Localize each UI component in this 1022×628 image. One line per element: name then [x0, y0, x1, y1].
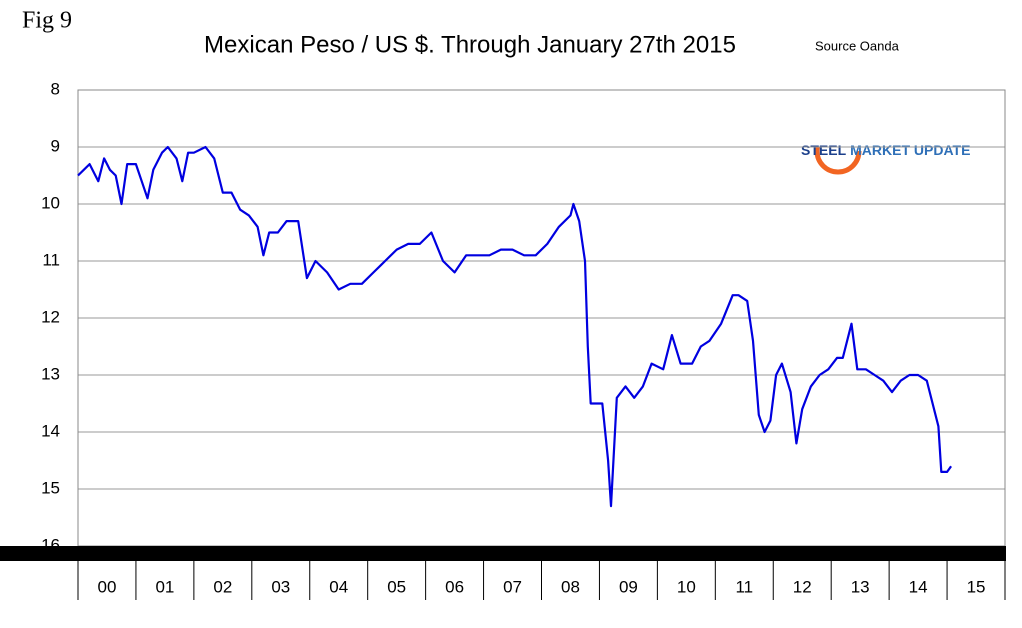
- x-tick-label: 10: [677, 577, 696, 596]
- y-tick-label: 15: [41, 478, 60, 497]
- x-tick-label: 13: [851, 577, 870, 596]
- price-line: [77, 145, 953, 508]
- x-tick-label: 14: [909, 577, 928, 596]
- x-tick-label: 15: [967, 577, 986, 596]
- y-tick-label: 12: [41, 307, 60, 326]
- x-tick-label: 06: [445, 577, 464, 596]
- logo-first: STEEL: [801, 142, 847, 158]
- x-tick-label: 01: [155, 577, 174, 596]
- logo: STEEL MARKET UPDATE: [801, 127, 970, 175]
- x-tick-label: 12: [793, 577, 812, 596]
- figure-label: Fig 9: [22, 8, 72, 34]
- x-tick-label: 02: [213, 577, 232, 596]
- x-tick-label: 04: [329, 577, 348, 596]
- x-tick-label: 08: [561, 577, 580, 596]
- source-note: Source Oanda: [815, 38, 900, 53]
- y-tick-label: 10: [41, 193, 60, 212]
- x-tick-label: 03: [271, 577, 290, 596]
- y-tick-label: 14: [41, 421, 60, 440]
- y-tick-label: 11: [42, 250, 60, 269]
- chart-title: Mexican Peso / US $. Through January 27t…: [204, 31, 736, 58]
- logo-rest: MARKET UPDATE: [850, 142, 970, 158]
- y-tick-label: 13: [41, 364, 60, 383]
- x-tick-label: 07: [503, 577, 522, 596]
- x-tick-label: 09: [619, 577, 638, 596]
- logo-text: STEEL MARKET UPDATE: [801, 142, 970, 158]
- logo-swoosh: [814, 127, 862, 175]
- y-tick-label: 9: [51, 136, 60, 155]
- x-tick-label: 11: [735, 577, 753, 596]
- x-tick-label: 00: [98, 577, 117, 596]
- x-tick-label: 05: [387, 577, 406, 596]
- axis-bar: [0, 546, 1006, 561]
- y-tick-label: 8: [51, 79, 60, 98]
